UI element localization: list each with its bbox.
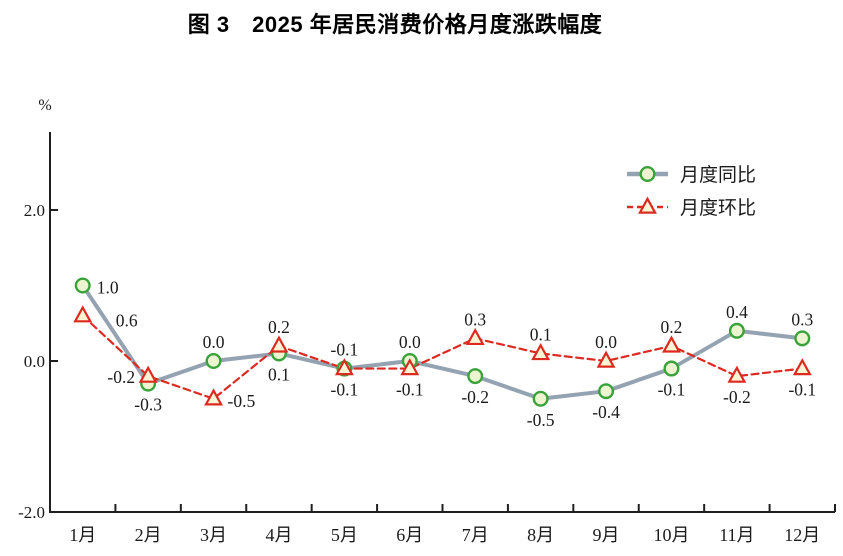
- mom-marker: [138, 365, 158, 383]
- yoy-marker: [74, 277, 91, 294]
- x-axis-label: 5月: [331, 525, 358, 545]
- mom-marker: [727, 365, 747, 383]
- yoy-marker: [467, 368, 484, 385]
- mom-data-label: 0.2: [268, 317, 290, 337]
- yoy-data-label: -0.1: [658, 380, 686, 400]
- yoy-data-label: 0.3: [791, 309, 813, 329]
- mom-data-label: 0.1: [530, 324, 552, 344]
- x-axis-label: 2月: [135, 525, 162, 545]
- yoy-data-label: 0.4: [726, 302, 748, 322]
- x-axis-label: 10月: [653, 525, 689, 545]
- mom-data-label: -0.1: [396, 380, 424, 400]
- legend-mom-label: 月度环比: [680, 197, 756, 219]
- y-tick-label: 0.0: [24, 352, 45, 371]
- yoy-data-label: -0.4: [592, 402, 620, 422]
- y-axis-unit-label: %: [38, 97, 51, 114]
- yoy-series-line: [80, 283, 805, 401]
- x-axis-label: 1月: [69, 525, 96, 545]
- x-axis-label: 4月: [265, 525, 292, 545]
- mom-data-label: 0.6: [116, 311, 138, 331]
- mom-data-label: 0.0: [595, 332, 617, 352]
- yoy-data-label: -0.5: [527, 410, 555, 430]
- yoy-data-label: 1.0: [97, 278, 119, 298]
- mom-data-label: -0.2: [107, 367, 135, 387]
- mom-series-line: [81, 314, 804, 400]
- yoy-data-label: 0.0: [203, 332, 225, 352]
- yoy-data-label: 0.1: [268, 364, 290, 384]
- yoy-marker: [663, 360, 680, 377]
- mom-marker: [661, 335, 681, 353]
- x-axis-label: 12月: [784, 525, 820, 545]
- x-axis-label: 8月: [527, 525, 554, 545]
- x-axis-label: 6月: [396, 525, 423, 545]
- mom-marker: [465, 327, 485, 346]
- x-axis-label: 3月: [200, 525, 227, 545]
- x-axis-label: 11月: [719, 525, 754, 545]
- mom-marker: [596, 350, 616, 368]
- yoy-marker: [728, 322, 745, 339]
- x-axis-label: 9月: [593, 525, 620, 545]
- yoy-data-label: -0.2: [461, 387, 489, 407]
- yoy-data-label: -0.3: [134, 395, 162, 415]
- x-axis-label: 7月: [462, 525, 489, 545]
- mom-data-label: 0.2: [661, 317, 683, 337]
- mom-data-label: -0.2: [723, 387, 751, 407]
- mom-marker: [531, 342, 551, 361]
- mom-data-label: -0.1: [331, 340, 359, 360]
- yoy-data-label: 0.0: [399, 332, 421, 352]
- yoy-data-label: -0.1: [331, 380, 359, 400]
- mom-data-label: -0.5: [228, 391, 256, 411]
- chart-title: 图 3 2025 年居民消费价格月度涨跌幅度: [187, 12, 603, 37]
- mom-marker: [792, 358, 812, 376]
- y-tick-label: 2.0: [24, 201, 45, 220]
- mom-data-label: 0.3: [464, 309, 486, 329]
- legend-yoy-label: 月度同比: [680, 164, 756, 186]
- mom-marker: [73, 305, 93, 323]
- yoy-marker: [598, 383, 615, 400]
- mom-data-label: -0.1: [788, 380, 816, 400]
- mom-marker: [334, 358, 354, 376]
- legend-mom-marker: [638, 196, 657, 214]
- legend-yoy-marker: [639, 165, 656, 182]
- y-tick-label: -2.0: [18, 503, 45, 522]
- yoy-marker: [532, 390, 549, 407]
- mom-marker: [269, 335, 289, 353]
- yoy-marker: [205, 353, 222, 370]
- yoy-marker: [794, 330, 811, 347]
- mom-marker: [204, 388, 224, 406]
- mom-marker: [400, 358, 420, 376]
